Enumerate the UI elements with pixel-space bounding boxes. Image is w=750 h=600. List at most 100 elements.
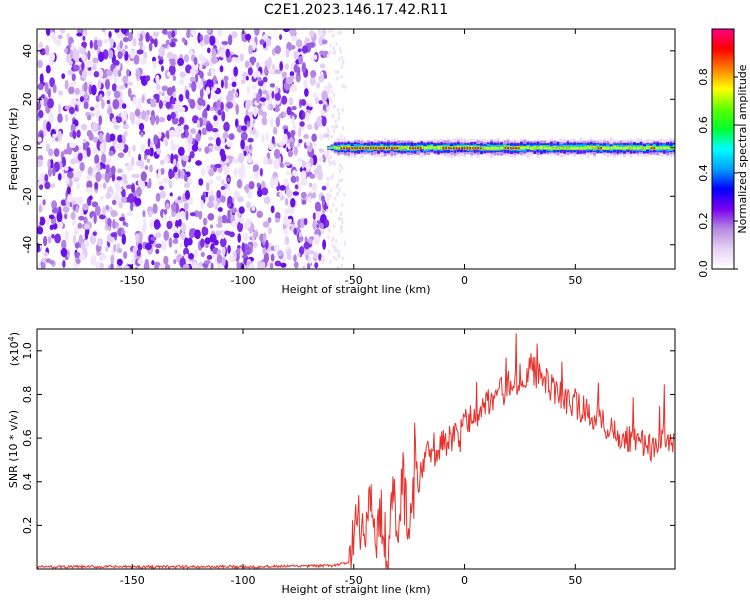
noise-cell	[220, 185, 226, 191]
noise-cell	[66, 186, 71, 195]
y-tick-label: 0.2	[21, 517, 34, 535]
noise-cell	[334, 124, 337, 129]
noise-cell	[341, 220, 344, 225]
noise-cell	[330, 29, 333, 33]
noise-cell	[209, 233, 217, 243]
noise-cell	[290, 129, 296, 137]
noise-cell	[262, 220, 270, 228]
noise-cell	[70, 98, 77, 106]
noise-cell	[284, 208, 290, 215]
signal-band-cell	[573, 147, 577, 150]
signal-peak-cell	[353, 147, 356, 150]
noise-cell	[335, 42, 338, 47]
noise-cell	[284, 63, 290, 70]
noise-cell	[225, 218, 231, 224]
noise-cell	[167, 71, 171, 77]
noise-cell	[116, 187, 123, 193]
noise-cell	[293, 146, 299, 156]
noise-cell	[81, 41, 87, 48]
noise-cell	[198, 53, 203, 60]
noise-cell	[216, 99, 222, 108]
noise-cell	[45, 29, 51, 36]
noise-cell	[256, 188, 263, 198]
noise-cell	[48, 112, 55, 124]
noise-cell	[106, 99, 110, 105]
signal-band-cell	[539, 146, 543, 148]
noise-cell	[338, 46, 342, 51]
noise-cell	[146, 158, 151, 164]
noise-cell	[302, 111, 306, 120]
noise-cell	[204, 146, 210, 154]
signal-band-cell	[616, 146, 620, 149]
noise-cell	[155, 74, 160, 84]
noise-cell	[198, 261, 203, 268]
noise-cell	[336, 191, 339, 196]
signal-band-cell	[503, 144, 507, 149]
noise-cell	[330, 99, 333, 104]
noise-cell	[66, 194, 74, 203]
noise-cell	[333, 92, 336, 97]
noise-cell	[310, 70, 317, 78]
noise-cell	[205, 244, 209, 249]
noise-cell	[228, 133, 235, 140]
noise-cell	[82, 35, 86, 41]
noise-cell	[233, 168, 238, 177]
noise-cell	[43, 251, 49, 257]
noise-cell	[81, 53, 87, 62]
noise-cell	[91, 260, 98, 266]
noise-cell	[297, 252, 301, 258]
noise-cell	[108, 150, 114, 157]
signal-peak-cell	[383, 147, 386, 150]
noise-cell	[42, 199, 46, 206]
noise-cell	[98, 214, 106, 220]
noise-cell	[340, 178, 344, 183]
noise-cell	[211, 48, 217, 59]
noise-cell	[91, 84, 97, 96]
signal-peak-cell	[463, 147, 466, 150]
noise-cell	[88, 195, 93, 201]
signal-peak-cell	[479, 147, 482, 150]
noise-cell	[164, 95, 170, 101]
colorbar-gradient	[712, 29, 734, 269]
noise-cell	[232, 98, 237, 106]
signal-peak-cell	[377, 147, 380, 150]
noise-cell	[116, 242, 121, 249]
signal-peak-cell	[419, 147, 422, 150]
noise-cell	[138, 231, 143, 243]
noise-cell	[79, 164, 84, 171]
noise-cell	[312, 92, 317, 100]
noise-cell	[320, 255, 326, 265]
signal-core-cell	[495, 147, 499, 150]
noise-cell	[102, 182, 107, 189]
noise-cell	[140, 180, 146, 192]
y-tick-label: -40	[21, 236, 34, 254]
noise-cell	[206, 254, 213, 260]
noise-cell	[151, 56, 157, 63]
noise-cell	[284, 161, 291, 167]
noise-cell	[181, 222, 187, 233]
noise-cell	[37, 101, 42, 111]
noise-cell	[334, 257, 338, 262]
noise-cell	[160, 65, 164, 72]
noise-cell	[274, 260, 282, 267]
noise-cell	[163, 255, 169, 266]
noise-cell	[137, 243, 143, 251]
noise-cell	[137, 101, 142, 107]
noise-cell	[283, 178, 289, 187]
signal-peak-cell	[351, 147, 354, 150]
signal-peak-cell	[447, 147, 450, 150]
signal-peak-cell	[468, 147, 471, 150]
noise-cell	[179, 71, 186, 78]
noise-cell	[75, 204, 79, 214]
noise-cell	[152, 203, 158, 214]
noise-cell	[262, 76, 268, 83]
noise-cell	[274, 69, 282, 75]
signal-band-cell	[400, 146, 404, 151]
noise-cell	[221, 231, 225, 240]
spectrogram-y-ticks: -40 -20 0 20 40	[21, 44, 675, 254]
noise-cell	[111, 165, 116, 175]
noise-cell	[105, 132, 111, 143]
noise-cell	[248, 44, 253, 55]
noise-cell	[142, 218, 147, 226]
signal-band-cell	[576, 147, 580, 150]
